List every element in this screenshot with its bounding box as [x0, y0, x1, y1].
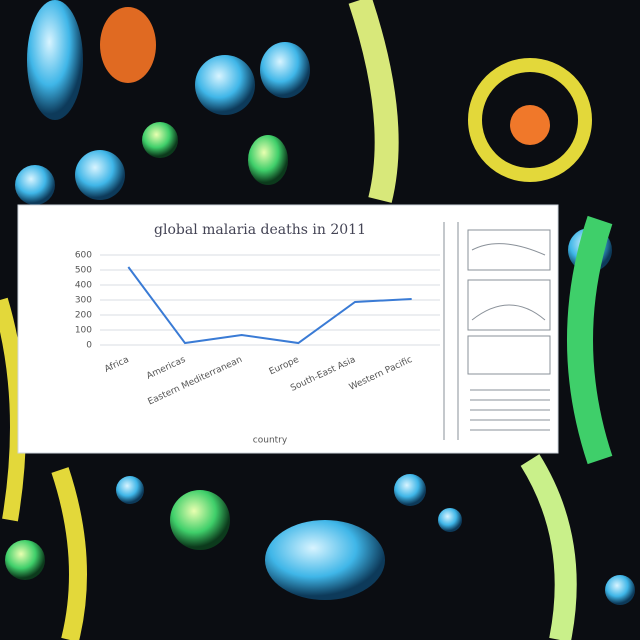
y-tick-label: 300: [75, 296, 92, 306]
y-tick-label: 0: [86, 341, 92, 351]
chart-title: global malaria deaths in 2011: [154, 222, 366, 238]
x-axis-label: country: [253, 436, 288, 446]
y-tick-label: 100: [75, 326, 92, 336]
y-tick-label: 500: [75, 266, 92, 276]
side-figure: [443, 222, 551, 440]
data-line: [127, 266, 412, 345]
y-tick-label: 200: [75, 311, 92, 321]
y-tick-label: 400: [75, 281, 92, 291]
y-tick-label: 600: [75, 251, 92, 261]
chart-panel: [17, 204, 559, 454]
